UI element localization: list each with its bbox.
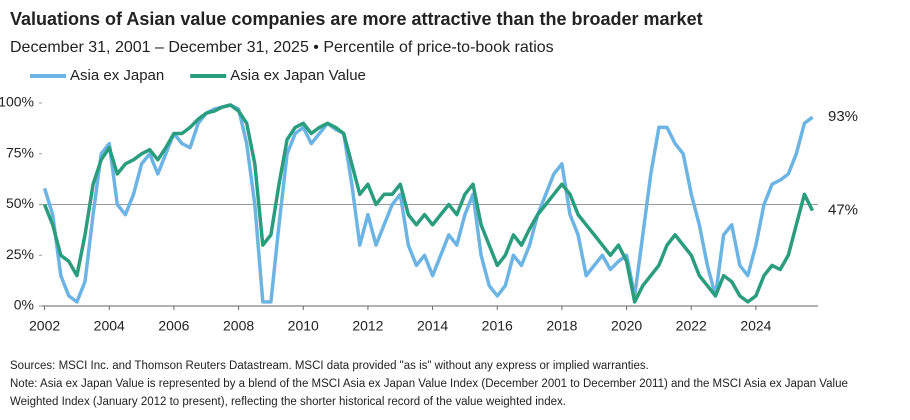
x-tick-label: 2018 [546, 318, 577, 334]
x-tick-label: 2022 [676, 318, 707, 334]
y-tick-label: 0% [14, 297, 34, 313]
x-tick-label: 2012 [352, 318, 383, 334]
y-tick-label: 100% [0, 94, 34, 110]
legend-label: Asia ex Japan [70, 67, 164, 84]
note: Note: Asia ex Japan Value is represented… [10, 378, 848, 408]
x-tick-label: 2006 [158, 318, 189, 334]
x-tick-label: 2002 [29, 318, 60, 334]
x-tick-label: 2004 [94, 318, 125, 334]
series-line [42, 103, 815, 304]
x-tick-label: 2010 [288, 318, 319, 334]
legend-label: Asia ex Japan Value [230, 67, 366, 84]
end-label: 47% [828, 202, 858, 219]
sources: Sources: MSCI Inc. and Thomson Reuters D… [10, 360, 649, 372]
chart-title: Valuations of Asian value companies are … [10, 9, 703, 29]
x-tick-label: 2024 [740, 318, 771, 334]
chart-subtitle: December 31, 2001 – December 31, 2025 • … [10, 39, 554, 56]
x-tick-label: 2014 [417, 318, 448, 334]
x-tick-label: 2020 [611, 318, 642, 334]
end-label: 93% [828, 108, 858, 125]
x-tick-label: 2016 [482, 318, 513, 334]
y-tick-label: 75% [6, 144, 34, 160]
chart: Valuations of Asian value companies are … [0, 9, 858, 334]
x-tick-label: 2008 [223, 318, 254, 334]
y-tick-label: 25% [6, 246, 34, 262]
y-tick-label: 50% [6, 195, 34, 211]
